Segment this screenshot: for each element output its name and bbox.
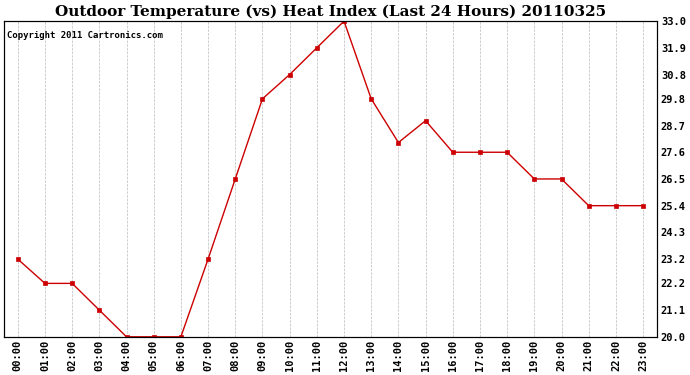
Text: Copyright 2011 Cartronics.com: Copyright 2011 Cartronics.com (8, 31, 164, 40)
Title: Outdoor Temperature (vs) Heat Index (Last 24 Hours) 20110325: Outdoor Temperature (vs) Heat Index (Las… (55, 4, 606, 18)
